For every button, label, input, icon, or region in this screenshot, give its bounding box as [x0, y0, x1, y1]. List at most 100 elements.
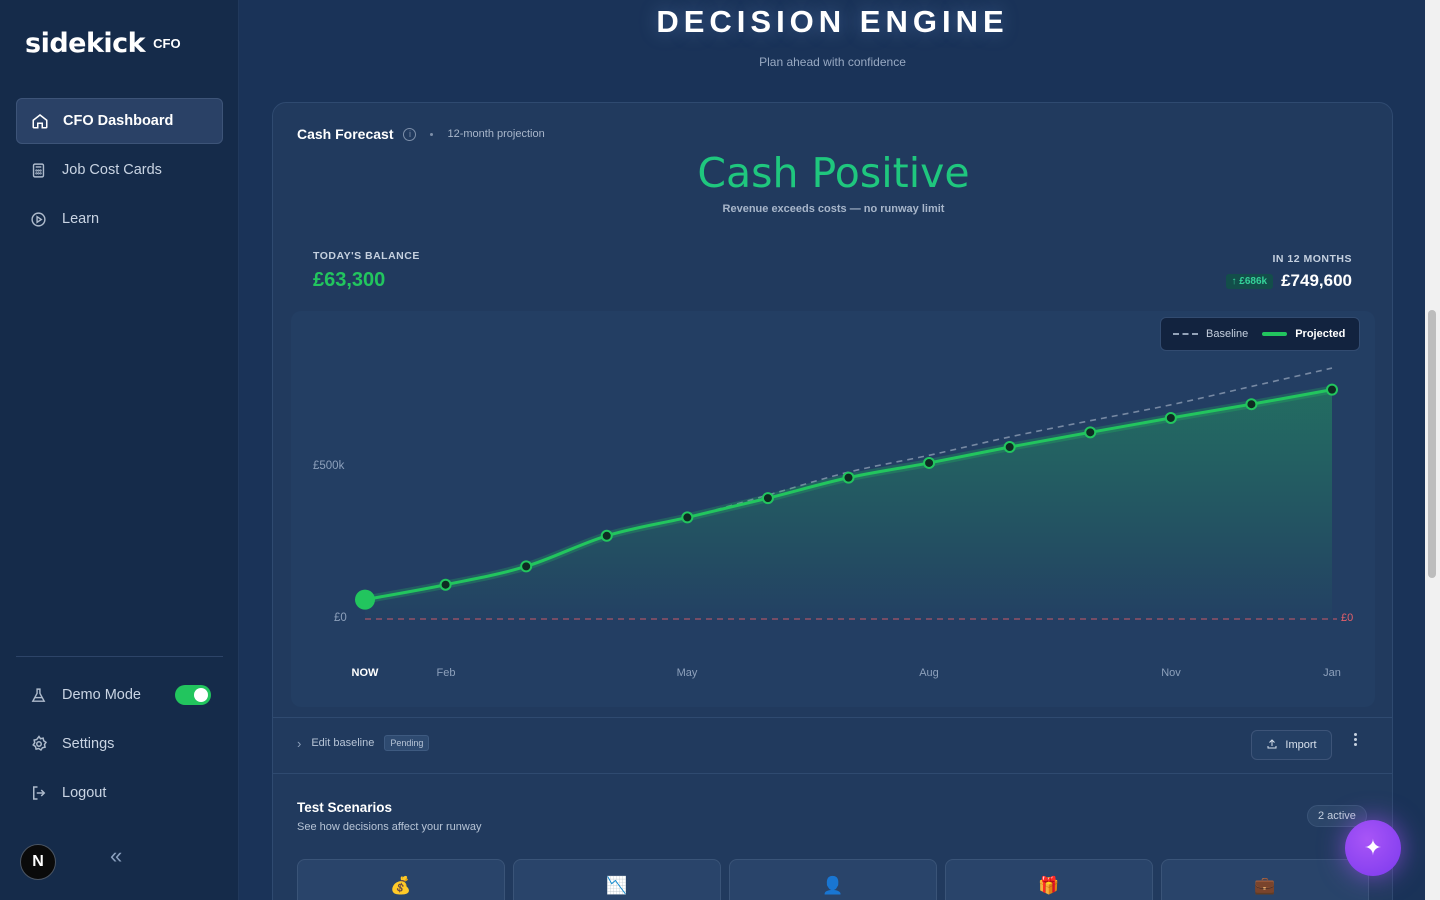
nav-label: Logout [62, 785, 107, 801]
bullet-separator [430, 132, 434, 136]
nav-item-settings[interactable]: Settings [16, 721, 223, 767]
scenario-card[interactable]: 💰 [297, 859, 505, 900]
import-label: Import [1285, 739, 1317, 751]
y-tick-label: £0 [334, 612, 347, 624]
money-bag-icon: 💰 [390, 876, 412, 895]
x-tick-label: Jan [1323, 667, 1341, 679]
main-content: DECISION ENGINE Plan ahead with confiden… [240, 0, 1425, 900]
upload-icon [1266, 738, 1278, 753]
sidebar: sidekick CFO CFO Dashboard Job Cost Card… [0, 0, 239, 900]
nav-item-learn[interactable]: Learn [16, 196, 223, 242]
future-balance-row: ↑ £686k £749,600 [1225, 271, 1352, 291]
data-point [681, 511, 694, 524]
main-nav: CFO Dashboard Job Cost Cards Learn [16, 98, 223, 245]
assistant-fab[interactable]: ✦ [1345, 820, 1401, 876]
calculator-icon [29, 161, 48, 180]
nav-item-cfo-dashboard[interactable]: CFO Dashboard [16, 98, 223, 144]
edit-baseline-label: Edit baseline [311, 737, 375, 749]
more-options-icon[interactable] [1351, 733, 1359, 748]
import-button[interactable]: Import [1251, 730, 1332, 760]
divider [273, 773, 1392, 774]
scenarios-title: Test Scenarios [297, 800, 393, 815]
demo-mode-toggle[interactable] [175, 685, 211, 705]
scenario-card[interactable]: 💼 [1161, 859, 1369, 900]
logo[interactable]: sidekick CFO [25, 28, 181, 59]
data-point [1164, 411, 1177, 424]
x-tick-label: Nov [1161, 667, 1181, 679]
sparkle-icon: ✦ [1363, 835, 1383, 860]
info-icon[interactable]: i [403, 127, 417, 141]
scenarios-subtitle: See how decisions affect your runway [297, 821, 482, 833]
data-point [1084, 426, 1097, 439]
gear-icon [29, 735, 48, 754]
chevron-right-icon: › [297, 735, 302, 751]
status-badge: Pending [384, 735, 430, 751]
nav-label: Demo Mode [62, 687, 141, 703]
future-balance-value: £749,600 [1281, 271, 1352, 290]
scrollbar-thumb[interactable] [1428, 310, 1436, 578]
x-tick-label: May [676, 667, 698, 679]
nav-label: Learn [62, 211, 100, 227]
card-header: Cash Forecast i 12-month projection [297, 126, 545, 142]
nav-item-job-cost-cards[interactable]: Job Cost Cards [16, 147, 223, 193]
legend-projected[interactable]: Projected [1262, 328, 1345, 340]
active-count-badge: 2 active [1307, 805, 1367, 827]
chart-legend: Baseline Projected [1160, 317, 1360, 351]
cash-status: Cash Positive [697, 149, 970, 197]
cash-forecast-chart [355, 367, 1338, 620]
nav-label: Job Cost Cards [62, 162, 162, 178]
play-circle-icon [29, 210, 48, 229]
data-point [600, 529, 613, 542]
gift-icon: 🎁 [1038, 876, 1060, 895]
x-tick-label: Aug [919, 667, 939, 679]
data-point [520, 560, 533, 573]
projected-area [365, 389, 1332, 619]
dashed-line-swatch [1173, 333, 1198, 335]
data-point [439, 578, 452, 591]
x-tick-label: Feb [436, 667, 456, 679]
y-tick-label: £500k [313, 460, 345, 472]
projection-label: 12-month projection [447, 128, 545, 140]
logout-icon [29, 784, 48, 803]
data-point [842, 471, 855, 484]
solid-line-swatch [1262, 332, 1288, 336]
data-point-now [355, 589, 375, 610]
data-point [1245, 398, 1258, 411]
x-tick-label: NOW [351, 667, 379, 679]
nav-label: Settings [62, 736, 115, 752]
scenario-card[interactable]: 👤 [729, 859, 937, 900]
data-point [761, 492, 774, 505]
edit-baseline-toggle[interactable]: › Edit baseline Pending [297, 735, 430, 751]
page-scrollbar[interactable] [1425, 0, 1440, 900]
logo-tag: CFO [153, 36, 181, 51]
legend-label: Baseline [1206, 328, 1249, 340]
cash-status-subtitle: Revenue exceeds costs — no runway limit [722, 203, 945, 215]
page-title: DECISION ENGINE [656, 4, 1009, 39]
legend-label: Projected [1295, 328, 1346, 340]
zero-line-label: £0 [1341, 612, 1354, 624]
future-balance-label: IN 12 MONTHS [1272, 253, 1352, 265]
scenario-card[interactable]: 📉 [513, 859, 721, 900]
flask-icon [29, 686, 48, 705]
data-point [1003, 441, 1016, 454]
today-balance-value: £63,300 [313, 269, 386, 291]
bottom-nav: Demo Mode Settings Logout [16, 672, 223, 819]
cash-forecast-card: Cash Forecast i 12-month projection Cash… [272, 102, 1393, 900]
nav-item-logout[interactable]: Logout [16, 770, 223, 816]
collapse-sidebar-icon[interactable]: « [110, 843, 123, 868]
data-point [923, 456, 936, 469]
sidebar-divider [16, 656, 223, 657]
nav-item-demo-mode: Demo Mode [16, 672, 223, 718]
chart-down-icon: 📉 [606, 876, 628, 895]
card-title: Cash Forecast [297, 126, 394, 142]
delta-badge: ↑ £686k [1225, 273, 1274, 289]
divider [273, 717, 1392, 718]
avatar[interactable]: N [20, 844, 56, 880]
nav-label: CFO Dashboard [63, 113, 174, 129]
today-balance-label: TODAY'S BALANCE [313, 250, 420, 262]
home-icon [30, 112, 49, 131]
scenario-card[interactable]: 🎁 [945, 859, 1153, 900]
data-point [1326, 383, 1338, 396]
logo-wordmark: sidekick [25, 28, 146, 59]
legend-baseline[interactable]: Baseline [1173, 328, 1248, 340]
